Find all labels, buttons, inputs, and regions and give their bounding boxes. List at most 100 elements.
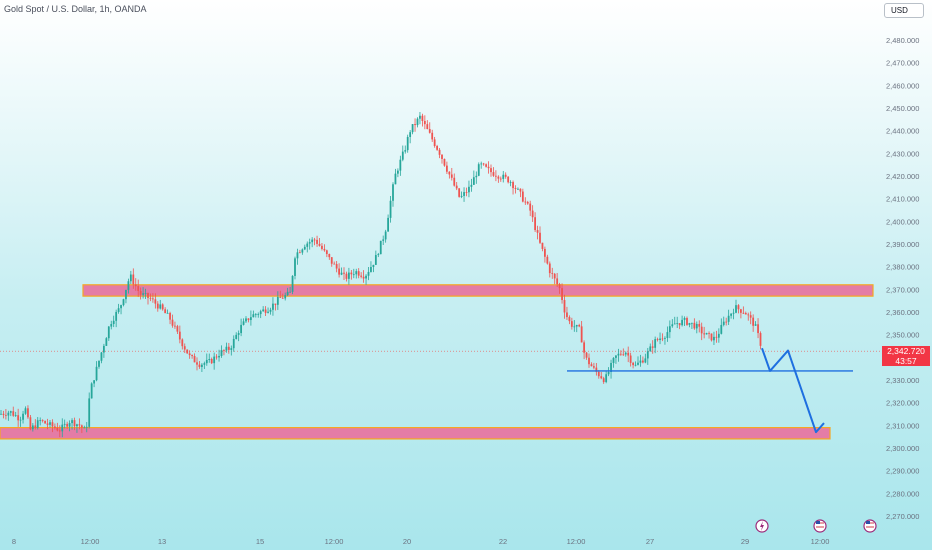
candle-body — [649, 346, 652, 352]
candle-body — [575, 324, 578, 327]
candle-body — [2, 413, 5, 415]
candle-body — [725, 321, 728, 323]
candle-body — [78, 424, 81, 426]
candle-body — [225, 346, 228, 351]
candle-body — [54, 426, 56, 428]
candle-body — [56, 427, 59, 431]
candle-body — [548, 263, 551, 274]
candle-body — [181, 339, 184, 347]
candle-body — [419, 115, 421, 119]
candle-body — [423, 121, 426, 125]
candle-body — [624, 352, 627, 355]
candle-body — [519, 188, 522, 192]
candle-body — [301, 249, 304, 253]
candle-body — [186, 349, 189, 354]
candle-body — [465, 192, 468, 193]
candle-body — [544, 248, 546, 257]
candle-body — [634, 364, 637, 366]
candle-body — [343, 272, 345, 274]
y-tick-label: 2,370.000 — [886, 285, 919, 294]
y-tick-label: 2,460.000 — [886, 81, 919, 90]
y-tick-label: 2,450.000 — [886, 104, 919, 113]
candle-body — [472, 177, 475, 185]
x-tick-label: 12:00 — [81, 537, 100, 546]
candle-body — [686, 318, 688, 325]
candle-body — [85, 426, 88, 428]
candle-body — [370, 266, 372, 272]
candle-body — [644, 358, 647, 363]
candle-body — [215, 356, 218, 358]
candle-body — [570, 321, 573, 327]
candle-body — [681, 319, 683, 326]
candle-body — [83, 427, 86, 429]
candle-body — [534, 217, 536, 231]
candle-body — [470, 184, 473, 187]
last-price-badge: 2,342.720 43:57 — [882, 346, 930, 366]
candle-body — [512, 182, 514, 189]
y-tick-label: 2,470.000 — [886, 59, 919, 68]
candle-body — [450, 174, 453, 178]
candle-body — [588, 357, 590, 365]
candle-body — [740, 309, 742, 313]
candle-body — [502, 174, 505, 179]
candle-body — [399, 159, 402, 171]
candle-body — [585, 352, 588, 358]
x-tick-label: 22 — [499, 537, 507, 546]
candle-body — [279, 296, 282, 298]
supply-demand-zone — [0, 427, 831, 440]
candle-body — [254, 314, 257, 315]
candle-body — [717, 333, 720, 338]
candle-body — [360, 275, 363, 277]
candle-body — [31, 425, 34, 430]
candle-body — [539, 232, 541, 243]
candle-body — [482, 163, 485, 165]
projection-arrow — [761, 347, 825, 434]
y-tick-label: 2,440.000 — [886, 127, 919, 136]
candle-body — [573, 326, 576, 328]
candle-body — [247, 318, 250, 321]
candle-body — [676, 323, 679, 324]
candle-body — [752, 317, 755, 326]
candle-body — [267, 311, 269, 313]
candle-body — [325, 250, 328, 255]
candle-body — [201, 364, 203, 367]
candle-body — [639, 360, 642, 363]
candle-body — [744, 312, 747, 315]
y-tick-label: 2,350.000 — [886, 331, 919, 340]
candle-body — [61, 424, 64, 432]
candle-body — [602, 378, 605, 383]
candle-body — [335, 264, 338, 269]
candle-body — [597, 371, 600, 377]
candle-body — [619, 353, 622, 355]
candle-body — [720, 324, 723, 334]
currency-button[interactable]: USD — [884, 3, 924, 18]
y-tick-label: 2,310.000 — [886, 421, 919, 430]
candle-body — [642, 360, 644, 363]
candle-body — [659, 338, 661, 340]
candle-body — [629, 355, 632, 363]
candle-body — [397, 170, 399, 174]
candle-body — [205, 359, 208, 364]
candle-body — [0, 413, 2, 415]
candle-body — [154, 299, 157, 304]
candle-body — [438, 149, 441, 155]
candle-body — [245, 318, 247, 322]
candle-body — [480, 163, 483, 165]
candle-body — [137, 286, 140, 291]
candle-body — [529, 203, 532, 211]
candle-body — [257, 314, 260, 315]
candle-body — [693, 322, 696, 329]
candle-body — [338, 268, 340, 275]
candle-body — [742, 312, 745, 314]
y-tick-label: 2,420.000 — [886, 172, 919, 181]
candle-body — [296, 252, 299, 259]
candle-body — [103, 345, 105, 353]
candle-body — [708, 333, 710, 334]
candle-body — [460, 195, 463, 197]
candle-body — [735, 305, 737, 313]
candle-body — [149, 297, 152, 299]
candle-body — [458, 188, 461, 197]
candle-body — [24, 408, 27, 414]
